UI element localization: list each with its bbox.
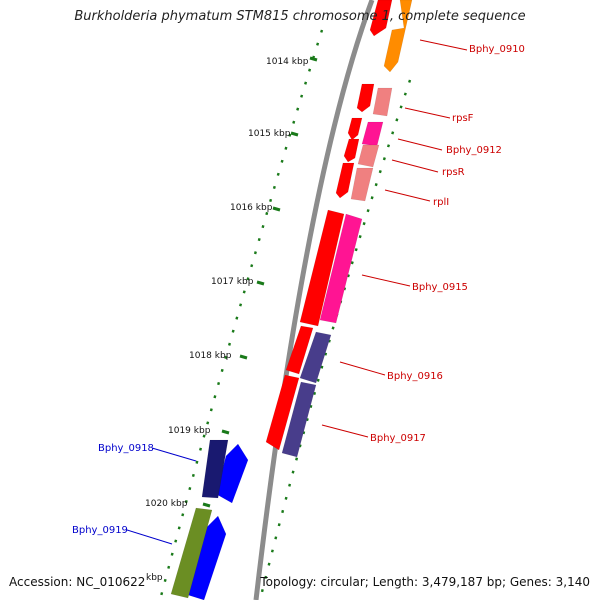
gene-arrow	[369, 0, 393, 37]
tick-label: 1016 kbp	[230, 203, 273, 213]
gene-label: Bphy_0912	[446, 145, 502, 156]
accession-label: Accession: NC_010622	[9, 575, 146, 589]
tick-label: 1017 kbp	[211, 277, 254, 287]
tick-label: 1019 kbp	[168, 426, 211, 436]
tick-label: 1015 kbp	[248, 129, 291, 139]
map-title: Burkholderia phymatum STM815 chromosome …	[74, 9, 526, 24]
gene-label: rpsR	[442, 167, 465, 178]
gene-arrow	[383, 0, 413, 73]
gene-arrow	[265, 374, 300, 451]
gene-arrow	[350, 167, 374, 202]
gene-arrow	[335, 162, 355, 199]
tick-ring-inner	[158, 29, 324, 601]
gene-label: Bphy_0915	[412, 282, 468, 293]
gene-leader-line	[321, 424, 369, 438]
tick-label: 1014 kbp	[266, 57, 309, 67]
gene-label: rpsF	[452, 113, 474, 124]
gene-leader-line	[361, 274, 411, 287]
gene-label: Bphy_0916	[387, 371, 443, 382]
tick-label: kbp	[146, 573, 163, 583]
gene-label: rplI	[433, 197, 449, 208]
sequence-summary: Topology: circular; Length: 3,479,187 bp…	[260, 575, 590, 589]
backbone-arc	[253, 0, 375, 601]
gene-arrow	[361, 121, 384, 147]
major-tick-mark	[309, 56, 318, 62]
gene-arrow	[285, 325, 314, 375]
gene-leader-line	[384, 189, 431, 202]
gene-label: Bphy_0918	[98, 443, 154, 454]
major-tick-mark	[202, 502, 211, 508]
gene-label: Bphy_0917	[370, 433, 426, 444]
gene-leader-line	[339, 361, 386, 376]
tick-label: 1020 kbp	[145, 499, 188, 509]
gene-arrow	[170, 507, 213, 599]
tick-label: 1018 kbp	[189, 351, 232, 361]
gene-leader-line	[151, 447, 197, 462]
gene-arrow	[201, 439, 229, 499]
major-tick-mark	[290, 131, 299, 137]
gene-leader-line	[126, 529, 173, 545]
gene-leader-line	[397, 138, 443, 151]
gene-leader-line	[391, 159, 439, 173]
gene-arrow	[347, 117, 363, 141]
gene-leader-line	[419, 39, 468, 51]
major-tick-mark	[239, 354, 248, 360]
gene-arrow	[281, 381, 317, 458]
gene-label: Bphy_0919	[72, 525, 128, 536]
major-tick-mark	[256, 280, 265, 286]
major-tick-mark	[272, 206, 281, 212]
gene-arrow	[372, 87, 393, 117]
tick-ring-outer	[258, 79, 412, 601]
gene-leader-line	[404, 107, 451, 119]
gene-arrow	[299, 209, 345, 327]
gene-arrow	[299, 331, 332, 384]
gene-label: Bphy_0910	[469, 44, 525, 55]
gene-arrow	[356, 83, 375, 113]
gene-arrow	[215, 443, 249, 504]
gene-arrow	[319, 213, 363, 324]
gene-arrow	[343, 138, 360, 163]
gene-arrow	[357, 144, 380, 168]
major-tick-mark	[221, 429, 230, 435]
